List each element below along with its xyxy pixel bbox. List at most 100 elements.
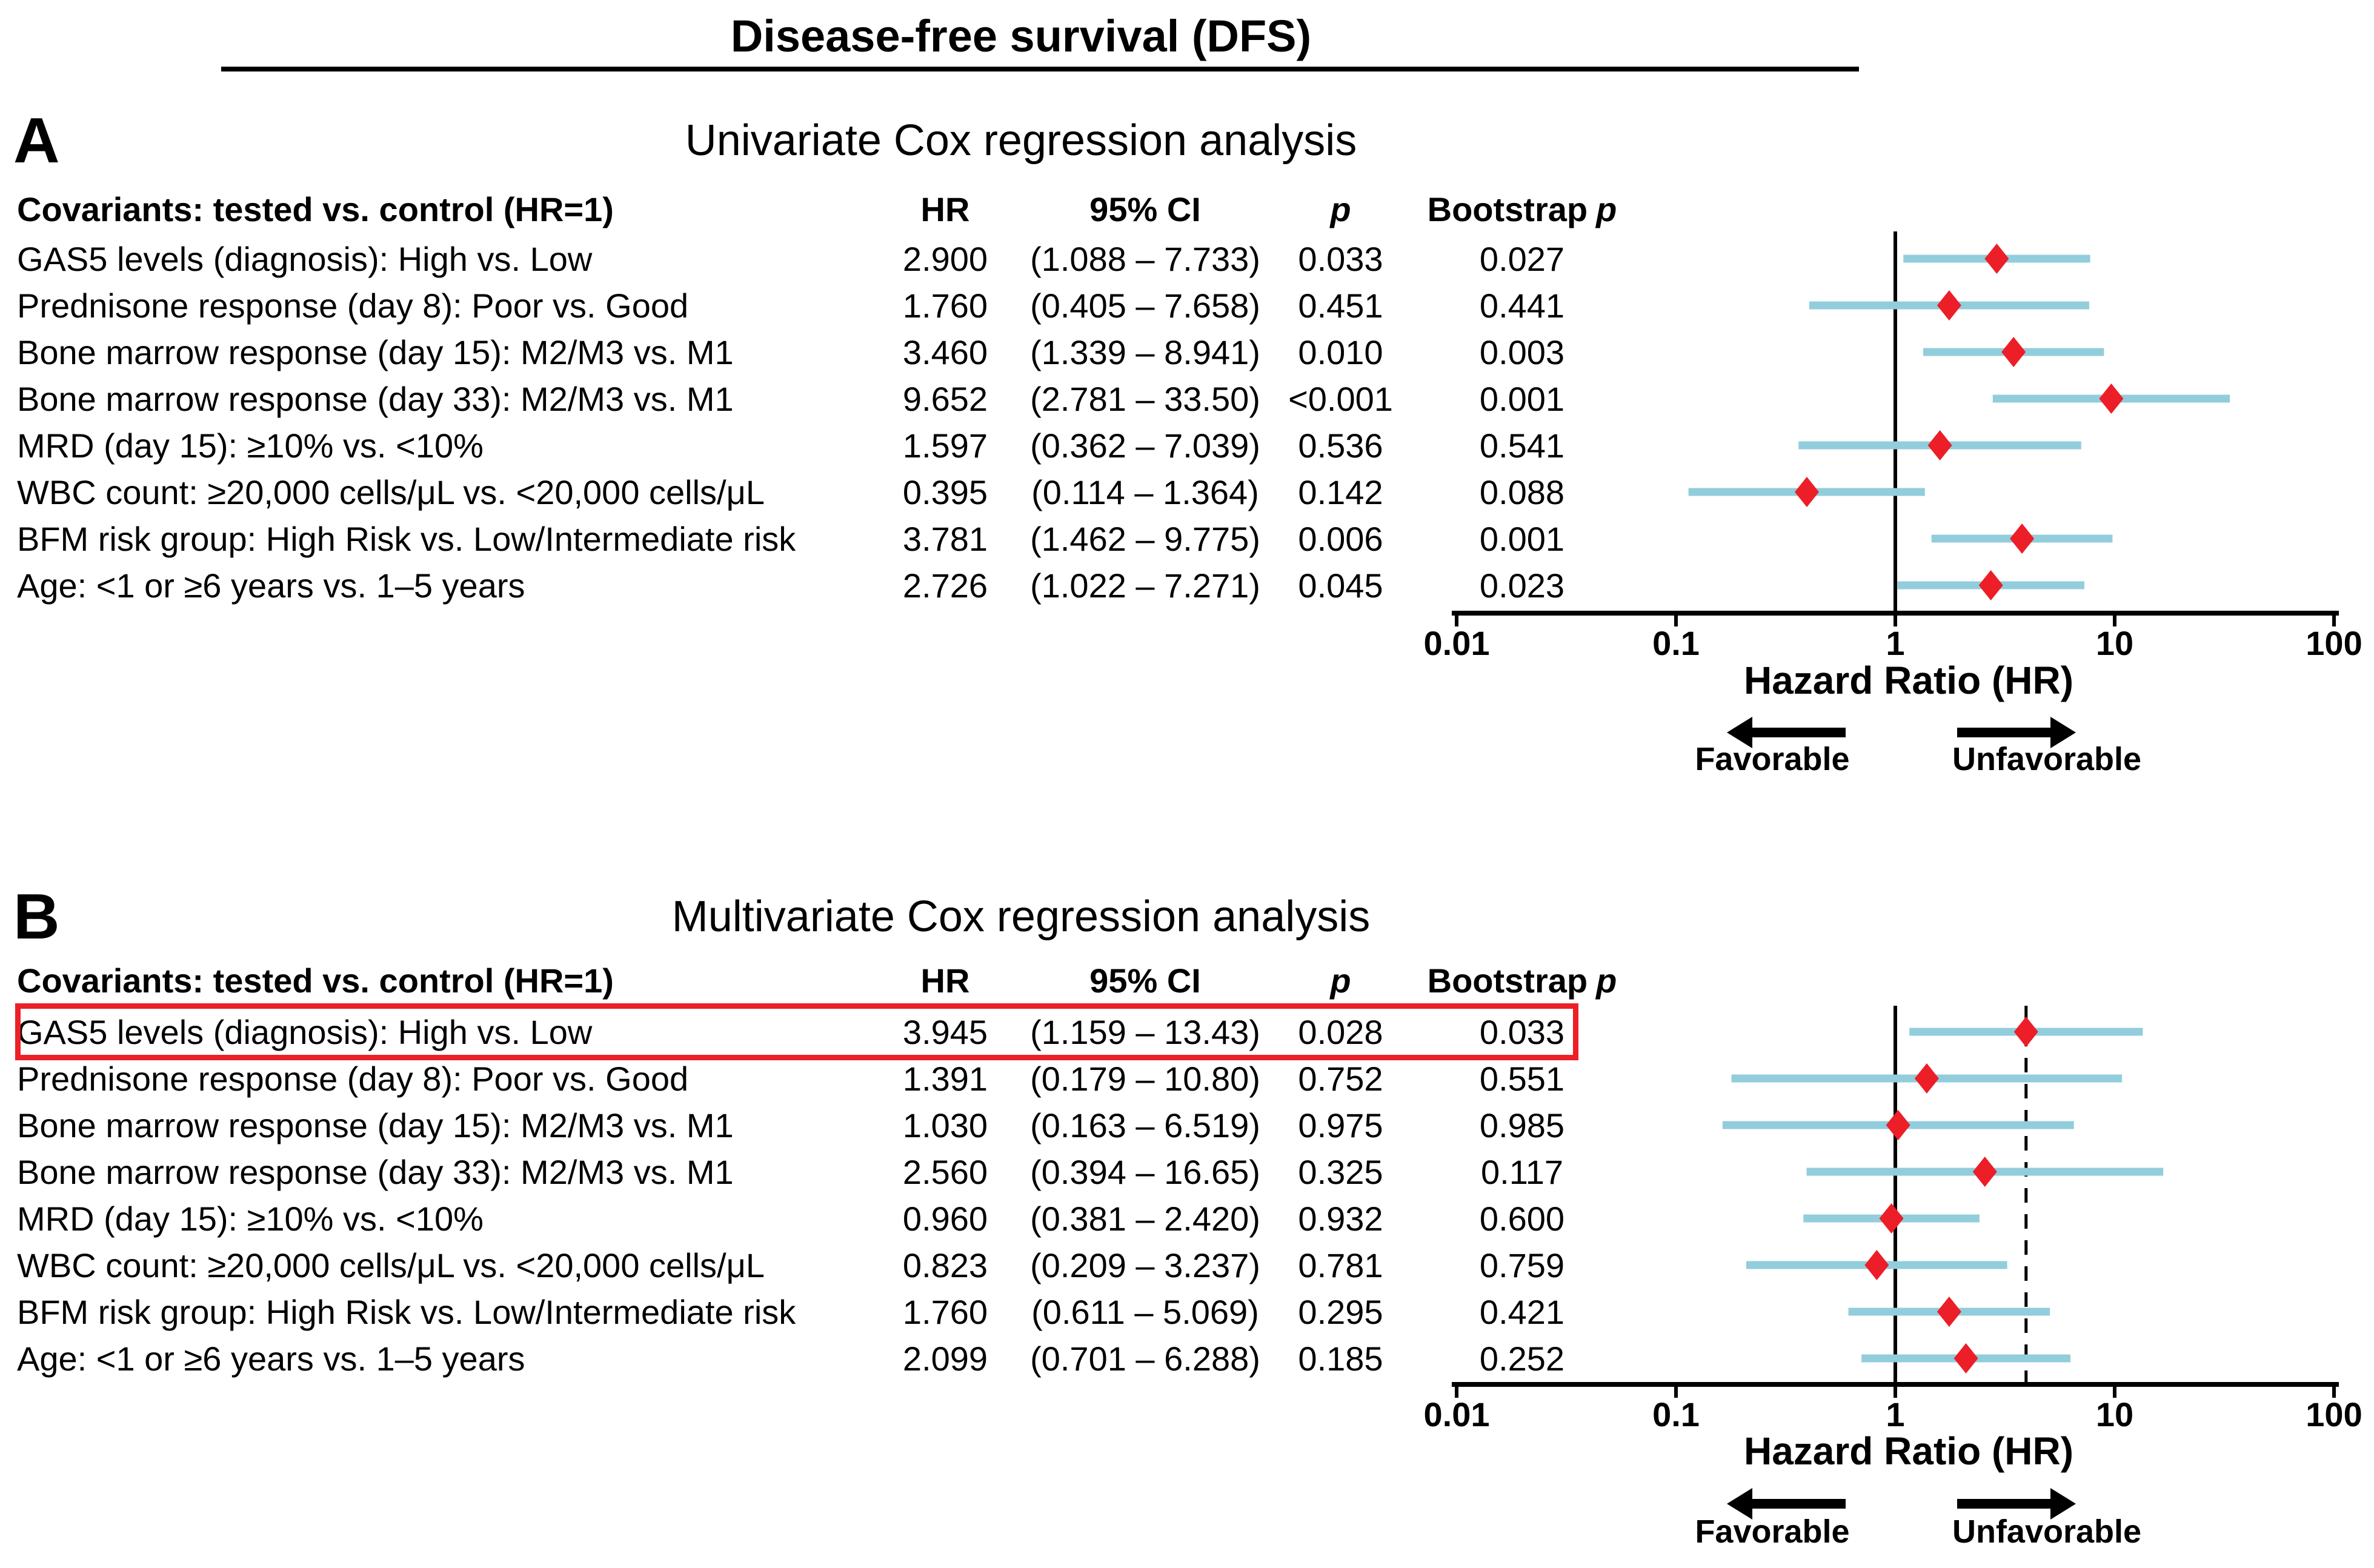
- cell-ci: (0.114 – 1.364): [1031, 473, 1259, 511]
- axis-tick-label: 10: [2095, 624, 2134, 662]
- cell-bootstrap_p: 0.003: [1479, 333, 1565, 371]
- table-row: BFM risk group: High Risk vs. Low/Interm…: [0, 1289, 1636, 1335]
- cell-hr: 0.960: [902, 1200, 988, 1238]
- cell-ci: (1.462 – 9.775): [1030, 520, 1260, 558]
- cell-covariate: Age: <1 or ≥6 years vs. 1–5 years: [17, 566, 525, 605]
- table-row: Bone marrow response (day 33): M2/M3 vs.…: [0, 1149, 1636, 1195]
- axis-tick-label: 0.01: [1423, 624, 1490, 662]
- cell-bootstrap_p: 0.541: [1479, 427, 1565, 465]
- cell-bootstrap_p: 0.551: [1479, 1060, 1565, 1098]
- unfavorable-label: Unfavorable: [1952, 1513, 2142, 1550]
- highlighted-row-box: [15, 1003, 1578, 1060]
- table-row: MRD (day 15): ≥10% vs. <10% 0.960 (0.381 –…: [0, 1195, 1636, 1242]
- axis-tick-label: 0.01: [1423, 1395, 1490, 1433]
- cell-p: 0.752: [1298, 1060, 1383, 1098]
- axis-tick-label: 0.1: [1652, 1395, 1700, 1433]
- cell-p: <0.001: [1288, 380, 1393, 418]
- axis-tick-label: 1: [1886, 624, 1905, 662]
- cell-covariate: Bone marrow response (day 33): M2/M3 vs.…: [17, 1153, 734, 1191]
- axis-tick-label: 10: [2095, 1395, 2134, 1433]
- hr-diamond: [1927, 430, 1952, 460]
- cell-p: 0.932: [1298, 1200, 1383, 1238]
- cell-ci: (0.381 – 2.420): [1030, 1200, 1260, 1238]
- table-row: Age: <1 or ≥6 years vs. 1–5 years 2.099 (0…: [0, 1335, 1636, 1382]
- cell-p: 0.142: [1298, 473, 1383, 511]
- cell-covariate: MRD (day 15): ≥10% vs. <10%: [17, 427, 484, 465]
- cell-covariate: GAS5 levels (diagnosis): High vs. Low: [17, 240, 593, 278]
- header-ci: 95% CI: [1089, 962, 1201, 1000]
- cell-ci: (1.088 – 7.733): [1030, 240, 1260, 278]
- hr-diamond: [2010, 523, 2035, 554]
- hr-diamond: [2001, 337, 2026, 367]
- cell-p: 0.028: [1298, 1013, 1383, 1051]
- hr-diamond: [1914, 1063, 1939, 1094]
- cell-ci: (0.405 – 7.658): [1030, 287, 1260, 325]
- cell-covariate: MRD (day 15): ≥10% vs. <10%: [17, 1200, 484, 1238]
- hr-diamond: [1984, 244, 2009, 274]
- cell-hr: 1.391: [902, 1060, 988, 1098]
- table-row: Bone marrow response (day 15): M2/M3 vs.…: [0, 1102, 1636, 1149]
- cell-ci: (0.163 – 6.519): [1030, 1106, 1260, 1144]
- cell-hr: 9.652: [902, 380, 988, 418]
- cell-bootstrap_p: 0.001: [1479, 520, 1565, 558]
- table-row: Bone marrow response (day 15): M2/M3 vs.…: [0, 329, 1636, 376]
- cell-p: 0.325: [1298, 1153, 1383, 1191]
- cell-covariate: Bone marrow response (day 33): M2/M3 vs.…: [17, 380, 734, 418]
- cell-covariate: Prednisone response (day 8): Poor vs. Go…: [17, 1060, 689, 1098]
- cell-bootstrap_p: 0.421: [1479, 1293, 1565, 1331]
- table-row: WBC count: ≥20,000 cells/μL vs. <20,000 …: [0, 1242, 1636, 1289]
- hr-diamond: [1937, 1297, 1961, 1327]
- cell-hr: 2.900: [902, 240, 988, 278]
- hr-diamond: [1937, 290, 1961, 321]
- cell-bootstrap_p: 0.252: [1479, 1340, 1565, 1378]
- table-row: Age: <1 or ≥6 years vs. 1–5 years 2.726 (1…: [0, 562, 1636, 609]
- cell-bootstrap_p: 0.117: [1481, 1153, 1563, 1191]
- cell-ci: (0.611 – 5.069): [1031, 1293, 1259, 1331]
- cell-p: 0.010: [1298, 333, 1383, 371]
- panel-a-heading: Univariate Cox regression analysis: [685, 116, 1357, 165]
- cell-covariate: WBC count: ≥20,000 cells/μL vs. <20,000 …: [17, 1246, 765, 1284]
- axis-tick-label: 1: [1886, 1395, 1905, 1433]
- cell-covariate: Age: <1 or ≥6 years vs. 1–5 years: [17, 1340, 525, 1378]
- cell-hr: 3.945: [902, 1013, 988, 1051]
- figure-title: Disease-free survival (DFS): [730, 11, 1312, 61]
- cell-bootstrap_p: 0.759: [1479, 1246, 1565, 1284]
- cell-covariate: Bone marrow response (day 15): M2/M3 vs.…: [17, 333, 734, 371]
- table-header-row: Covariants: tested vs. control (HR=1) HR…: [0, 186, 1636, 233]
- table-header-row: Covariants: tested vs. control (HR=1) HR…: [0, 957, 1636, 1004]
- panel-b-heading: Multivariate Cox regression analysis: [671, 892, 1371, 941]
- cell-ci: (1.339 – 8.941): [1030, 333, 1260, 371]
- cell-hr: 0.823: [902, 1246, 988, 1284]
- cell-ci: (0.701 – 6.288): [1030, 1340, 1260, 1378]
- cell-ci: (1.159 – 13.43): [1030, 1013, 1260, 1051]
- cell-ci: (0.179 – 10.80): [1030, 1060, 1260, 1098]
- table-row: WBC count: ≥20,000 cells/μL vs. <20,000 …: [0, 469, 1636, 516]
- cell-ci: (0.209 – 3.237): [1030, 1246, 1260, 1284]
- cell-bootstrap_p: 0.441: [1479, 287, 1565, 325]
- x-axis-title: Hazard Ratio (HR): [1743, 659, 2074, 702]
- cell-ci: (2.781 – 33.50): [1030, 380, 1260, 418]
- x-axis-title: Hazard Ratio (HR): [1743, 1429, 2074, 1473]
- table-row: Bone marrow response (day 33): M2/M3 vs.…: [0, 376, 1636, 422]
- cell-covariate: Bone marrow response (day 15): M2/M3 vs.…: [17, 1106, 734, 1144]
- cell-covariate: WBC count: ≥20,000 cells/μL vs. <20,000 …: [17, 473, 765, 511]
- hr-diamond: [1879, 1203, 1904, 1234]
- title-underline: [221, 67, 1859, 71]
- hr-diamond: [2013, 1017, 2038, 1047]
- table-row: GAS5 levels (diagnosis): High vs. Low 2.9…: [0, 236, 1636, 282]
- unfavorable-label: Unfavorable: [1952, 741, 2142, 777]
- cell-hr: 1.760: [902, 287, 988, 325]
- header-bootstrap-word: Bootstrap: [1427, 190, 1588, 228]
- cell-ci: (0.394 – 16.65): [1030, 1153, 1260, 1191]
- header-ci: 95% CI: [1089, 190, 1201, 228]
- cell-bootstrap_p: 0.088: [1479, 473, 1565, 511]
- panel-b-letter: B: [13, 881, 60, 952]
- cell-bootstrap_p: 0.001: [1479, 380, 1565, 418]
- cell-hr: 3.460: [902, 333, 988, 371]
- cell-p: 0.033: [1298, 240, 1383, 278]
- cell-hr: 2.560: [902, 1153, 988, 1191]
- hr-diamond: [1978, 570, 2003, 600]
- cell-covariate: BFM risk group: High Risk vs. Low/Interm…: [17, 1293, 796, 1331]
- favorable-label: Favorable: [1695, 1513, 1850, 1550]
- table-row: GAS5 levels (diagnosis): High vs. Low 3.9…: [0, 1009, 1636, 1055]
